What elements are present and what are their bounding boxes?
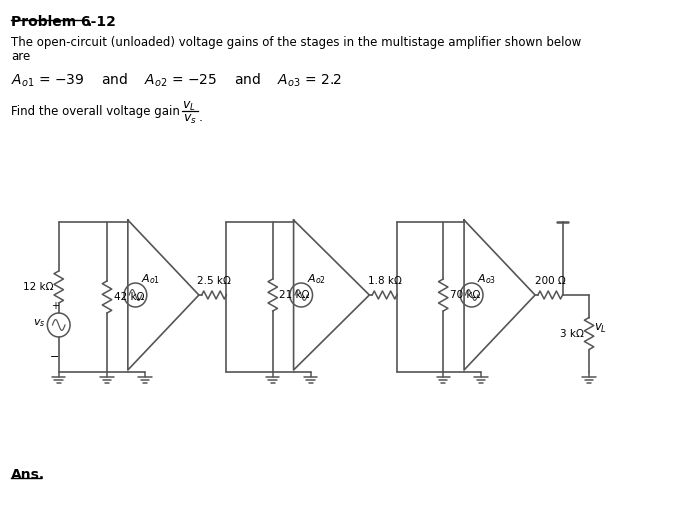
Text: −: − [50,352,60,362]
Text: are: are [11,50,31,63]
Text: $A_{o1}$: $A_{o1}$ [141,272,160,286]
Text: 3 kΩ: 3 kΩ [561,329,584,338]
Text: $A_{o3}$: $A_{o3}$ [477,272,496,286]
Text: 21 kΩ: 21 kΩ [279,290,310,300]
Text: $A_{o1}$ = −39    and    $A_{o2}$ = −25    and    $A_{o3}$ = 2.2: $A_{o1}$ = −39 and $A_{o2}$ = −25 and $A… [11,72,343,89]
Text: The open-circuit (unloaded) voltage gains of the stages in the multistage amplif: The open-circuit (unloaded) voltage gain… [11,36,582,49]
Text: $v_s$: $v_s$ [33,317,46,329]
Text: 200 Ω: 200 Ω [535,276,566,286]
Text: 12 kΩ: 12 kΩ [24,282,54,292]
Text: $v_L$: $v_L$ [594,322,607,335]
Text: $v_L$: $v_L$ [182,100,195,113]
Text: 1.8 kΩ: 1.8 kΩ [368,276,401,286]
Text: +: + [51,301,59,311]
Text: 2.5 kΩ: 2.5 kΩ [197,276,231,286]
Text: .: . [86,15,92,29]
Text: .: . [199,111,203,124]
Text: Ans.: Ans. [11,468,46,482]
Text: $A_{o2}$: $A_{o2}$ [307,272,326,286]
Text: 42 kΩ: 42 kΩ [113,292,144,302]
Text: $v_s$: $v_s$ [183,113,197,126]
Text: Find the overall voltage gain: Find the overall voltage gain [11,105,180,118]
Text: Problem 6-12: Problem 6-12 [11,15,116,29]
Text: 70 kΩ: 70 kΩ [450,290,480,300]
